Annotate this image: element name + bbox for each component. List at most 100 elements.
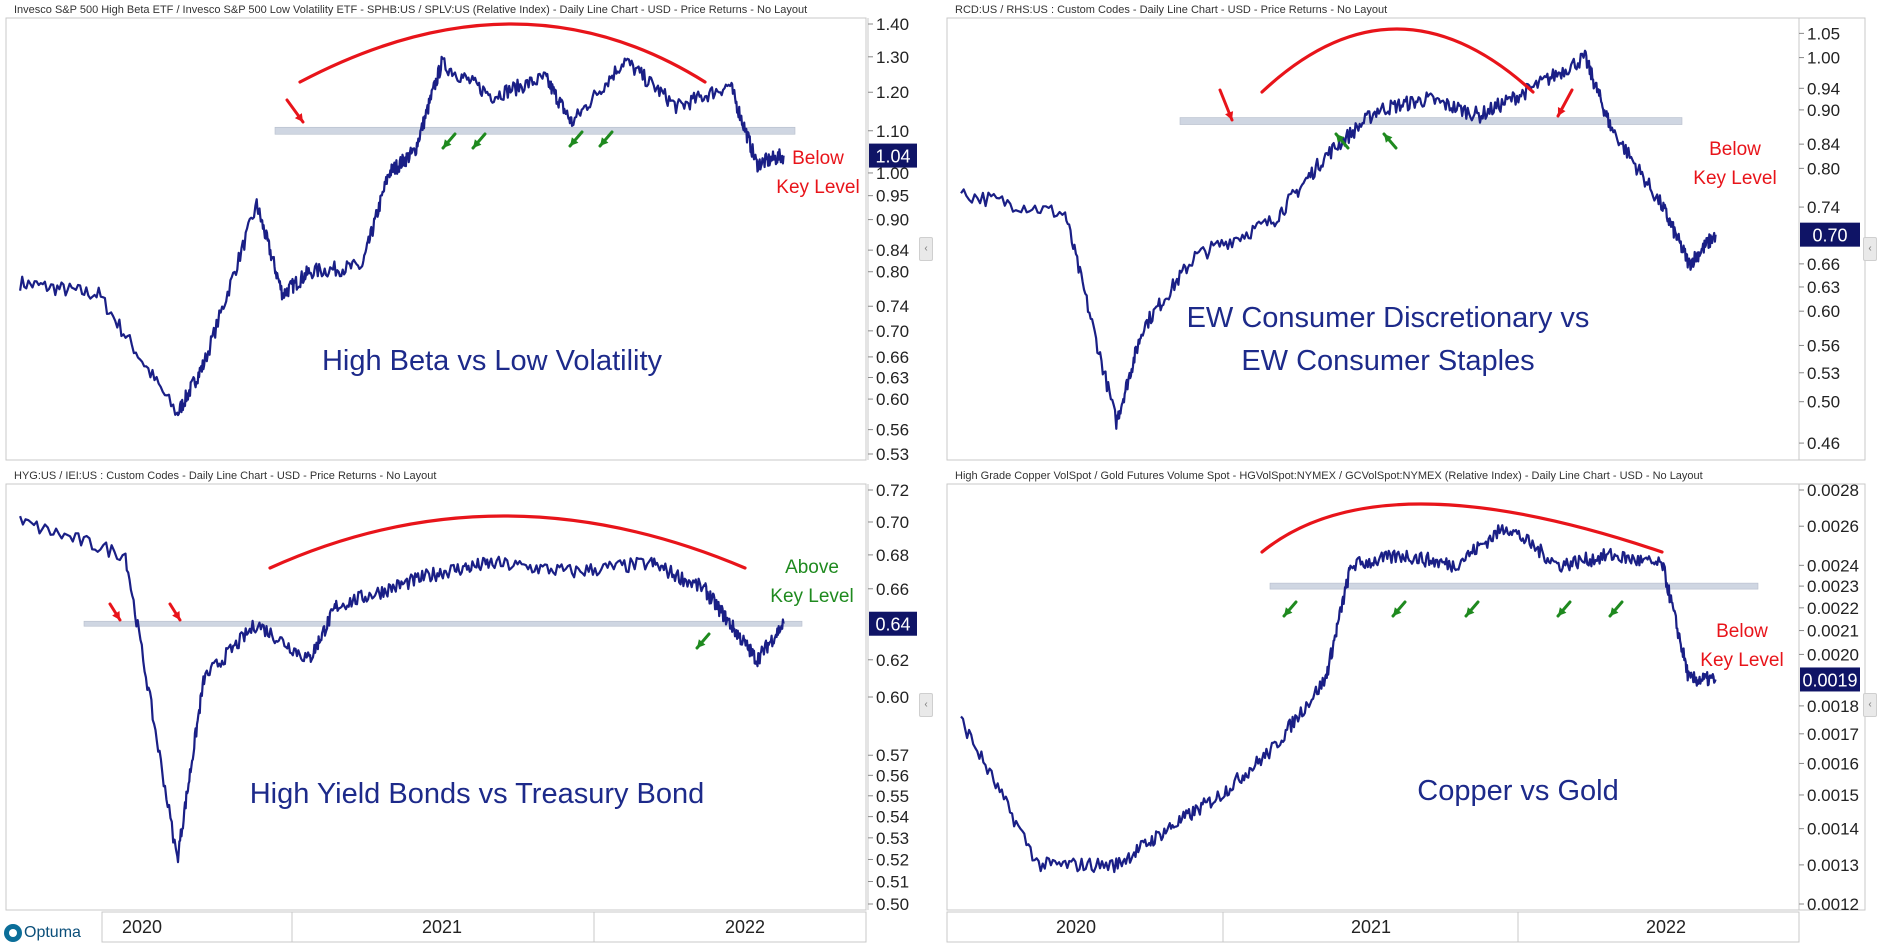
key-level-note-line: Key Level <box>770 586 853 607</box>
price-series-line <box>19 515 785 864</box>
time-axis-label: 2021 <box>422 917 462 937</box>
last-value-label: 1.04 <box>875 147 910 167</box>
green-arrow-head <box>1384 134 1393 143</box>
chart-title-line: EW Consumer Discretionary vs <box>1187 302 1590 334</box>
time-axis-frame <box>946 911 1800 943</box>
chart-panel-hy-treasury: HYG:US / IEI:US : Custom Codes - Daily L… <box>5 470 917 914</box>
chart-title-line: High Yield Bonds vs Treasury Bond <box>250 778 705 810</box>
y-tick-label: 1.00 <box>1807 49 1840 68</box>
last-value-box <box>869 611 917 636</box>
y-tick-label: 0.0023 <box>1807 577 1859 596</box>
y-tick-label: 0.66 <box>1807 255 1840 274</box>
y-tick-label: 0.50 <box>1807 393 1840 412</box>
last-value-box <box>1800 222 1860 247</box>
key-level-note-line: Key Level <box>1693 168 1776 189</box>
top-arc <box>1260 27 1535 94</box>
y-tick-label: 0.0020 <box>1807 645 1859 664</box>
green-arrow-head <box>443 139 452 148</box>
top-arc <box>268 514 747 570</box>
y-tick-label: 0.70 <box>876 513 909 532</box>
y-tick-label: 0.80 <box>876 263 909 282</box>
y-tick-label: 1.20 <box>876 83 909 102</box>
time-axis-frame <box>101 911 867 943</box>
green-arrow-head <box>1558 607 1567 616</box>
y-tick-label: 0.0021 <box>1807 622 1859 641</box>
y-tick-label: 0.95 <box>876 187 909 206</box>
green-arrow-head <box>570 137 579 146</box>
key-level-zone <box>274 126 796 135</box>
y-tick-label: 0.72 <box>876 481 909 500</box>
green-arrow-head <box>1393 607 1402 616</box>
scroll-handle-top-left[interactable]: ‹ <box>919 237 933 261</box>
y-axis-ticks: 0.0028 0.0026 0.0024 0.0023 0.0022 0.0021 0.00… <box>1799 481 1859 914</box>
key-level-note-line: Below <box>792 148 844 169</box>
green-arrow-head <box>1336 134 1345 143</box>
chart-panel-discretionary-staples: RCD:US / RHS:US : Custom Codes - Daily L… <box>946 4 1866 461</box>
y-tick-label: 0.56 <box>876 766 909 785</box>
key-level-zone <box>1179 117 1683 125</box>
green-arrow-head <box>1466 607 1475 616</box>
chart-panel-high-beta: Invesco S&P 500 High Beta ETF / Invesco … <box>5 4 917 464</box>
panel-frame <box>946 17 1866 461</box>
red-arrow-head <box>294 113 303 122</box>
green-arrow-head <box>473 139 482 148</box>
y-tick-label: 0.56 <box>876 421 909 440</box>
last-value-label: 0.64 <box>875 615 910 635</box>
price-series-line <box>960 49 1717 430</box>
y-tick-label: 0.68 <box>876 546 909 565</box>
last-value-box <box>869 143 917 168</box>
y-tick-label: 0.90 <box>876 211 909 230</box>
key-level-note-line: Key Level <box>776 177 859 198</box>
y-tick-label: 0.46 <box>1807 434 1840 453</box>
y-tick-label: 0.0024 <box>1807 556 1859 575</box>
optuma-logo-text: Optuma <box>24 924 81 941</box>
time-axis-label: 2022 <box>1646 917 1686 937</box>
scroll-handle-bottom-left[interactable]: ‹ <box>919 693 933 717</box>
y-tick-label: 0.70 <box>876 322 909 341</box>
y-tick-label: 0.94 <box>1807 79 1840 98</box>
price-series-line <box>19 55 785 417</box>
y-tick-label: 0.66 <box>876 348 909 367</box>
y-tick-label: 0.56 <box>1807 336 1840 355</box>
time-axis-right: 2020 2021 2022 <box>946 911 1800 943</box>
time-axis-label: 2022 <box>725 917 765 937</box>
y-tick-label: 0.53 <box>876 445 909 464</box>
scroll-handle-top-right[interactable]: ‹ <box>1863 237 1877 261</box>
y-tick-label: 0.0017 <box>1807 725 1859 744</box>
chart-panel-copper-gold: High Grade Copper VolSpot / Gold Futures… <box>946 470 1866 914</box>
price-series-line <box>960 524 1717 874</box>
key-level-note-line: Key Level <box>1700 650 1783 671</box>
y-tick-label: 0.0013 <box>1807 856 1859 875</box>
chart-title-line: Copper vs Gold <box>1417 775 1619 807</box>
key-level-note-line: Below <box>1716 621 1768 642</box>
y-tick-label: 0.0014 <box>1807 820 1859 839</box>
panel-frame <box>5 483 867 911</box>
y-tick-label: 0.63 <box>876 368 909 387</box>
y-tick-label: 1.00 <box>876 164 909 183</box>
y-tick-label: 0.84 <box>1807 135 1840 154</box>
time-axis-label: 2021 <box>1351 917 1391 937</box>
y-tick-label: 0.0028 <box>1807 481 1859 500</box>
chart-title-line: High Beta vs Low Volatility <box>322 345 663 377</box>
last-value-box <box>1800 667 1860 692</box>
key-level-zone <box>1269 582 1759 590</box>
time-axis-label: 2020 <box>1056 917 1096 937</box>
y-tick-label: 0.60 <box>876 688 909 707</box>
panel-header: RCD:US / RHS:US : Custom Codes - Daily L… <box>955 4 1387 16</box>
y-tick-label: 0.74 <box>876 297 909 316</box>
y-tick-label: 0.74 <box>1807 198 1840 217</box>
key-level-zone <box>83 620 803 627</box>
y-tick-label: 0.62 <box>876 651 909 670</box>
y-tick-label: 0.0012 <box>1807 895 1859 914</box>
scroll-handle-bottom-right[interactable]: ‹ <box>1863 693 1877 717</box>
y-tick-label: 0.63 <box>1807 278 1840 297</box>
panel-header: High Grade Copper VolSpot / Gold Futures… <box>955 470 1703 482</box>
y-tick-label: 0.51 <box>876 873 909 892</box>
green-arrow-head <box>697 639 706 648</box>
panel-header: Invesco S&P 500 High Beta ETF / Invesco … <box>14 4 807 16</box>
y-tick-label: 0.0022 <box>1807 599 1859 618</box>
top-arc <box>1260 502 1664 554</box>
y-tick-label: 1.10 <box>876 122 909 141</box>
y-tick-label: 0.53 <box>1807 364 1840 383</box>
y-tick-label: 0.66 <box>876 580 909 599</box>
